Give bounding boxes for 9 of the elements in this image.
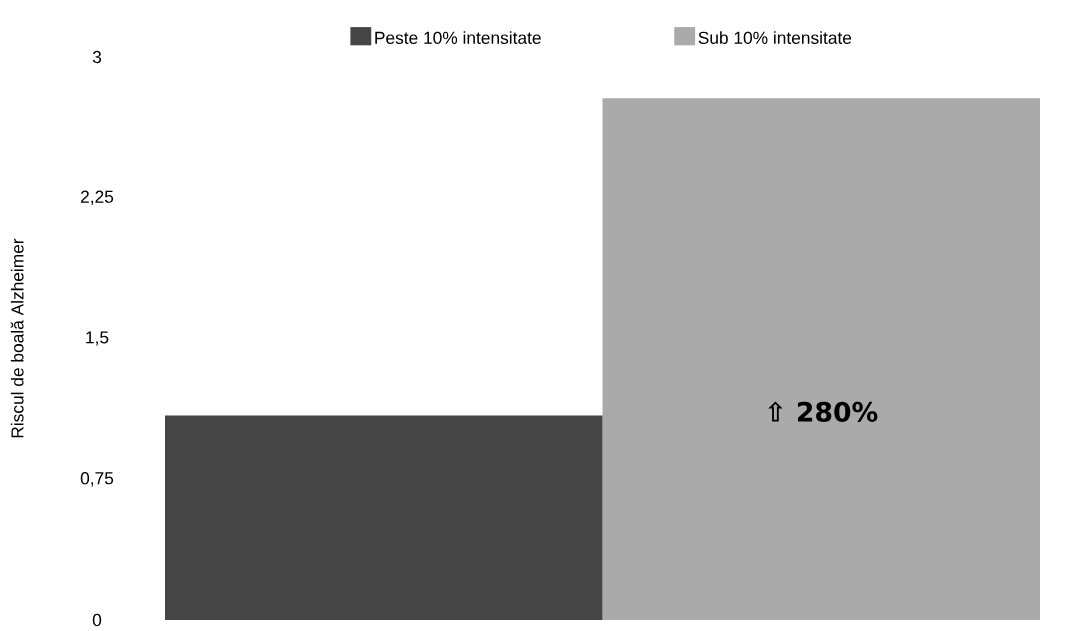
y-axis-title: Riscul de boală Alzheimer bbox=[10, 238, 24, 438]
legend-label: Peste 10% intensitate bbox=[375, 31, 541, 45]
y-tick-label: 3 bbox=[92, 51, 102, 64]
y-tick-label: 2,25 bbox=[81, 190, 114, 206]
y-tick-label: 0 bbox=[92, 614, 102, 627]
text: ⇧ 280% bbox=[768, 401, 878, 423]
y-tick-label: 0,75 bbox=[80, 472, 114, 487]
legend-label: Sub 10% intensitate bbox=[698, 31, 852, 45]
y-tick-label: 1,5 bbox=[86, 331, 109, 346]
